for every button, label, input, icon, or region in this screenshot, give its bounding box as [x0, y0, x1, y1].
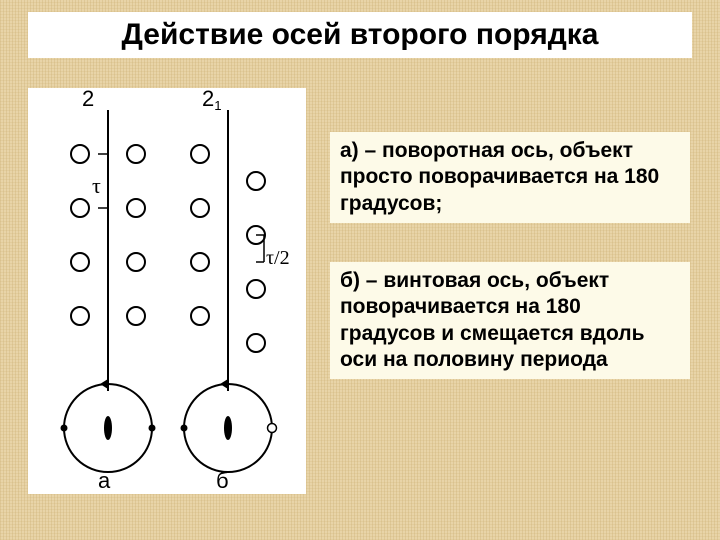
diagram-panel: 2 21 τ τ/2 а б — [28, 88, 306, 494]
svg-text:а: а — [98, 468, 111, 493]
title-box: Действие осей второго порядка — [28, 12, 692, 58]
page-title: Действие осей второго порядка — [122, 18, 599, 51]
svg-text:τ/2: τ/2 — [266, 247, 290, 269]
svg-text:21: 21 — [202, 88, 222, 113]
diagram-svg: 2 21 τ τ/2 а б — [28, 88, 306, 494]
svg-text:б: б — [216, 468, 229, 493]
description-a: а) – поворотная ось, объект просто повор… — [330, 132, 690, 223]
svg-text:τ: τ — [92, 173, 101, 198]
svg-text:2: 2 — [82, 88, 94, 111]
description-b: б) – винтовая ось, объект поворачивается… — [330, 262, 690, 379]
